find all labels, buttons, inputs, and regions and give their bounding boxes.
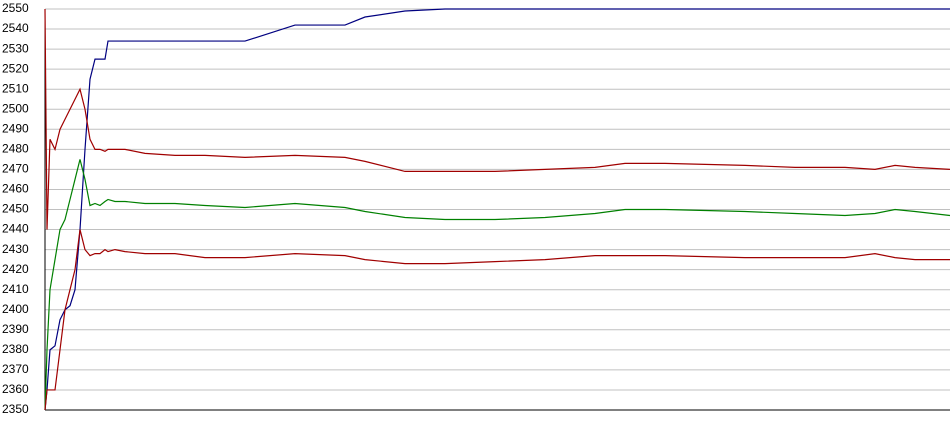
series-line bbox=[44, 229, 950, 411]
y-tick-label: 2490 bbox=[2, 121, 29, 135]
y-tick-label: 2480 bbox=[2, 142, 29, 156]
y-tick-label: 2470 bbox=[2, 162, 29, 176]
y-tick-label: 2350 bbox=[2, 402, 29, 416]
y-tick-label: 2460 bbox=[2, 182, 29, 196]
series-line bbox=[44, 8, 950, 411]
series-line bbox=[44, 8, 950, 230]
y-tick-label: 2440 bbox=[2, 222, 29, 236]
y-tick-label: 2390 bbox=[2, 322, 29, 336]
series-line bbox=[44, 159, 950, 411]
y-tick-label: 2450 bbox=[2, 202, 29, 216]
y-tick-label: 2520 bbox=[2, 61, 29, 75]
y-tick-label: 2420 bbox=[2, 262, 29, 276]
y-tick-label: 2530 bbox=[2, 41, 29, 55]
y-tick-label: 2370 bbox=[2, 362, 29, 376]
y-tick-label: 2550 bbox=[2, 1, 29, 15]
y-tick-label: 2380 bbox=[2, 342, 29, 356]
y-tick-label: 2500 bbox=[2, 101, 29, 115]
y-tick-label: 2510 bbox=[2, 81, 29, 95]
y-tick-label: 2430 bbox=[2, 242, 29, 256]
y-tick-label: 2410 bbox=[2, 282, 29, 296]
y-tick-label: 2400 bbox=[2, 302, 29, 316]
y-tick-label: 2360 bbox=[2, 382, 29, 396]
y-tick-label: 2540 bbox=[2, 21, 29, 35]
